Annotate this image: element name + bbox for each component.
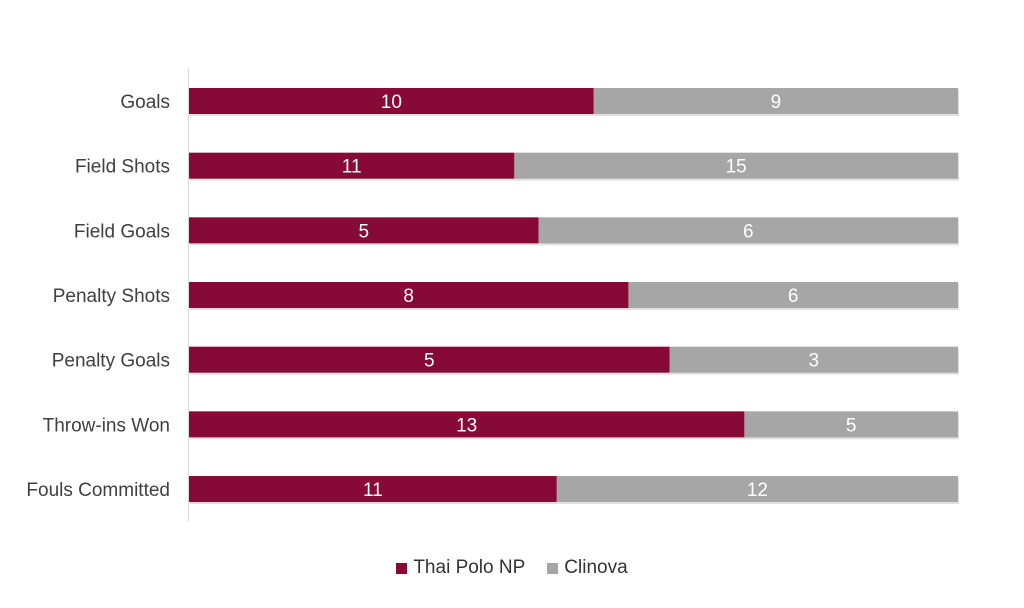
legend-swatch-series-1	[396, 562, 408, 574]
bar-series-2	[593, 88, 958, 114]
data-label: 13	[456, 415, 477, 436]
bar-series-1	[189, 152, 515, 179]
legend-label-series-1: Thai Polo NP	[413, 557, 526, 578]
data-label: 9	[771, 92, 782, 113]
category-label: Fouls Committed	[26, 480, 170, 501]
bar-series-1	[189, 346, 670, 373]
bar-series-2	[628, 282, 958, 309]
data-label: 5	[424, 351, 435, 372]
legend-label-series-2: Clinova	[564, 557, 628, 578]
category-label: Field Shots	[75, 157, 170, 178]
category-label: Penalty Goals	[52, 351, 170, 372]
category-label: Goals	[120, 92, 170, 113]
category-label: Field Goals	[74, 221, 170, 242]
data-label: 6	[788, 286, 799, 307]
category-label: Throw-ins Won	[43, 415, 170, 436]
bars-layer	[187, 68, 959, 522]
bar-series-1	[189, 411, 745, 438]
legend-item-series-2: Clinova	[547, 557, 628, 579]
data-label: 3	[809, 351, 820, 372]
data-label: 12	[747, 480, 768, 501]
bar-series-2	[538, 217, 958, 244]
bar-series-2	[514, 152, 958, 179]
labels-layer: 10 9 Goals 11 15 Field Shots 5 6 Field Goals 8 6 Pe…	[26, 92, 856, 501]
bar-series-2	[744, 411, 958, 438]
data-label: 5	[846, 415, 857, 436]
bar-series-1	[189, 476, 557, 503]
bar-series-2	[556, 476, 958, 503]
data-label: 11	[342, 157, 362, 178]
bar-series-1	[189, 282, 629, 309]
bar-series-2	[669, 346, 958, 373]
data-label: 5	[358, 221, 369, 242]
legend: Thai Polo NP Clinova	[0, 554, 1024, 582]
data-label: 8	[403, 286, 414, 307]
category-label: Penalty Shots	[53, 286, 170, 307]
data-label: 6	[743, 221, 754, 242]
data-label: 15	[726, 157, 747, 178]
legend-item-series-1: Thai Polo NP	[396, 557, 525, 579]
data-label: 11	[363, 480, 383, 501]
data-label: 10	[381, 92, 402, 113]
bar-series-1	[189, 88, 594, 114]
bar-series-1	[189, 217, 539, 244]
legend-swatch-series-2	[547, 562, 559, 574]
